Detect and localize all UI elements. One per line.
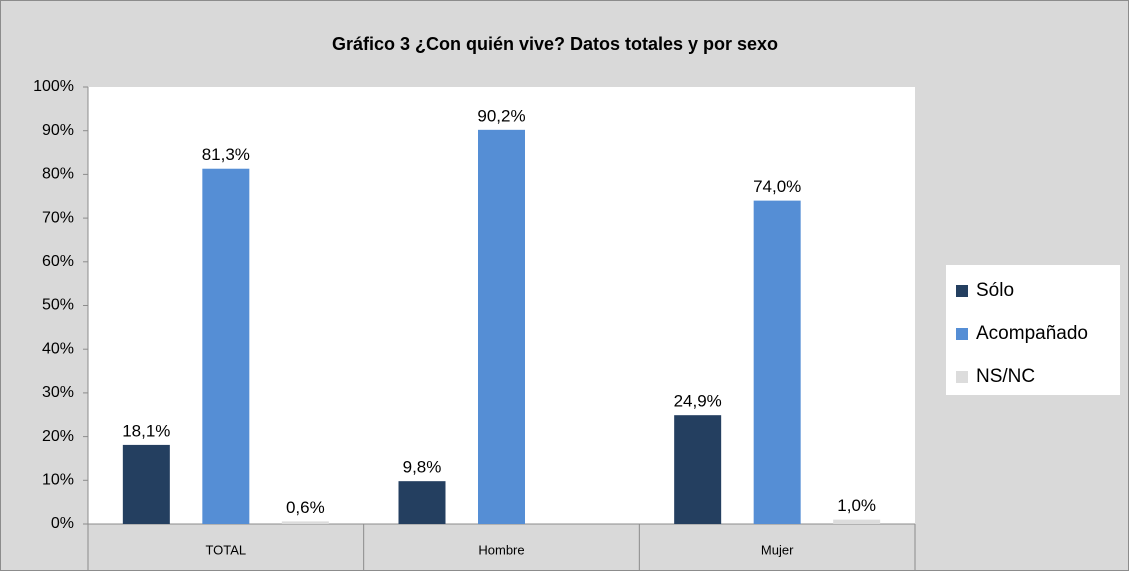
legend-label: Acompañado	[976, 323, 1088, 344]
data-label: 74,0%	[753, 177, 801, 196]
legend-swatch	[956, 328, 968, 340]
bar	[753, 200, 801, 524]
bar	[122, 444, 170, 524]
chart-title: Gráfico 3 ¿Con quién vive? Datos totales…	[332, 34, 778, 54]
legend-swatch	[956, 285, 968, 297]
x-tick-label: Mujer	[761, 542, 794, 557]
x-tick-label: Hombre	[478, 542, 524, 557]
data-label: 18,1%	[122, 421, 170, 440]
y-tick-label: 30%	[42, 384, 74, 401]
y-tick-label: 50%	[42, 297, 74, 314]
y-tick-label: 60%	[42, 253, 74, 270]
data-label: 9,8%	[403, 458, 442, 477]
x-tick-label: TOTAL	[205, 542, 246, 557]
data-label: 0,6%	[286, 498, 325, 517]
y-tick-label: 40%	[42, 340, 74, 357]
data-label: 90,2%	[477, 106, 525, 125]
legend-box	[946, 265, 1120, 395]
legend-swatch	[956, 371, 968, 383]
y-tick-label: 100%	[33, 78, 74, 95]
bar	[478, 129, 525, 525]
data-label: 24,9%	[674, 392, 722, 411]
bar	[833, 519, 881, 524]
y-tick-label: 80%	[42, 166, 74, 183]
y-tick-label: 20%	[42, 428, 74, 445]
legend-label: NS/NC	[976, 366, 1035, 387]
bar	[398, 481, 446, 524]
y-tick-label: 10%	[42, 472, 74, 489]
y-tick-label: 90%	[42, 122, 74, 139]
legend-label: Sólo	[976, 280, 1014, 301]
y-tick-label: 70%	[42, 209, 74, 226]
bar	[281, 521, 329, 524]
bar	[202, 168, 250, 524]
data-label: 81,3%	[202, 145, 250, 164]
data-label: 1,0%	[837, 496, 876, 515]
y-tick-label: 0%	[51, 515, 74, 532]
bar	[674, 415, 722, 524]
